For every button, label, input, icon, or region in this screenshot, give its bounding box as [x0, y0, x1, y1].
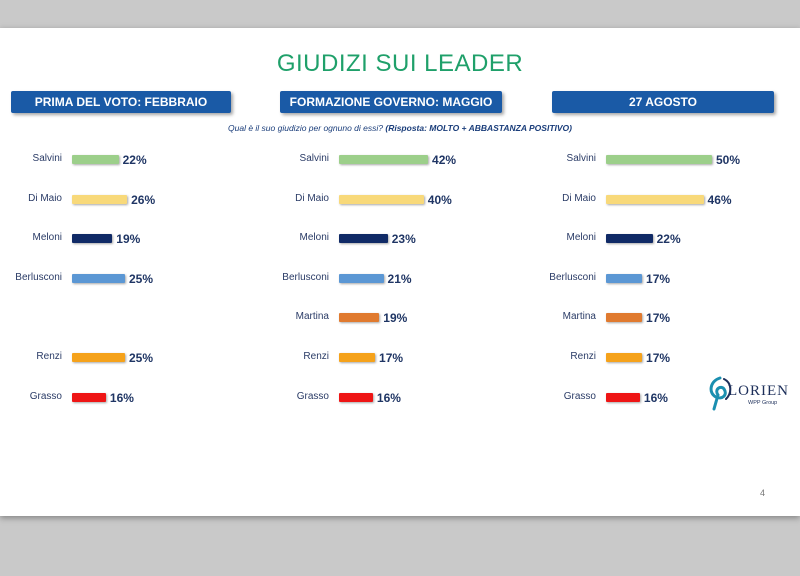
bar-di-maio [339, 194, 424, 204]
bar-salvini [606, 155, 712, 164]
bar-value-salvini: 42% [432, 153, 457, 167]
bar-label-renzi: Renzi [36, 351, 62, 362]
bar-value-grasso: 16% [109, 390, 134, 405]
bar-label-renzi: Renzi [303, 351, 329, 362]
bar-label-renzi: Renzi [570, 351, 596, 362]
bar-label-di-maio: Di Maio [562, 192, 596, 204]
bar-value-renzi: 17% [646, 351, 671, 365]
logo-subtitle: WPP Group [748, 400, 778, 406]
survey-question: Qual è il suo giudizio per ognuno di ess… [0, 123, 800, 133]
bar-salvini [339, 155, 429, 164]
bar-value-berlusconi: 21% [387, 271, 412, 286]
bar-label-meloni: Meloni [299, 232, 329, 244]
bar-value-di-maio: 40% [427, 192, 452, 207]
bar-label-berlusconi: Berlusconi [15, 271, 62, 283]
bar-value-di-maio: 26% [131, 192, 156, 207]
bar-label-meloni: Meloni [32, 232, 62, 244]
bar-label-salvini: Salvini [566, 153, 596, 164]
bar-label-meloni: Meloni [566, 232, 596, 244]
bar-label-grasso: Grasso [29, 390, 62, 402]
bar-value-di-maio: 46% [707, 192, 732, 207]
bar-value-grasso: 16% [376, 390, 401, 405]
bar-label-grasso: Grasso [563, 390, 596, 402]
bar-di-maio [72, 194, 128, 204]
bar-meloni [339, 234, 388, 244]
bar-value-renzi: 17% [379, 351, 404, 365]
bar-di-maio [606, 194, 704, 204]
panel-header-febbraio: PRIMA DEL VOTO: FEBBRAIO [11, 91, 231, 113]
bar-value-martina: 19% [383, 311, 408, 326]
bar-renzi [339, 353, 376, 362]
bar-value-martina: 17% [646, 311, 671, 326]
bar-label-grasso: Grasso [296, 390, 329, 402]
bar-value-renzi: 25% [129, 351, 154, 365]
bar-label-di-maio: Di Maio [295, 192, 329, 204]
bar-berlusconi [72, 273, 125, 283]
bar-value-berlusconi: 25% [129, 271, 154, 286]
bar-label-berlusconi: Berlusconi [549, 271, 596, 283]
slide: GIUDIZI SUI LEADER PRIMA DEL VOTO: FEBBR… [0, 28, 800, 516]
bar-value-salvini: 50% [716, 153, 741, 167]
page-number: 4 [760, 488, 766, 498]
bar-label-salvini: Salvini [299, 153, 329, 164]
bar-label-salvini: Salvini [32, 153, 62, 164]
bar-value-meloni: 19% [116, 232, 141, 247]
bar-value-berlusconi: 17% [646, 271, 671, 286]
bar-berlusconi [606, 273, 643, 283]
survey-question-text: Qual è il suo giudizio per ognuno di ess… [228, 123, 383, 133]
bar-renzi [606, 353, 643, 362]
logo-name: LORIEN [728, 383, 789, 399]
panel-header-agosto: 27 AGOSTO [552, 91, 774, 113]
bar-value-meloni: 23% [391, 232, 416, 247]
bar-label-martina: Martina [295, 311, 329, 323]
bar-label-berlusconi: Berlusconi [282, 271, 329, 283]
lorien-logo: LORIEN WPP Group [706, 373, 796, 413]
bar-meloni [72, 234, 113, 244]
bar-berlusconi [339, 273, 384, 283]
bar-grasso [339, 392, 373, 402]
bar-martina [339, 313, 380, 323]
logo-swirl-icon [709, 376, 732, 411]
bar-value-meloni: 22% [656, 232, 681, 247]
bar-meloni [606, 234, 653, 244]
bar-value-salvini: 22% [122, 153, 147, 167]
survey-question-emphasis: (Risposta: MOLTO + ABBASTANZA POSITIVO) [385, 123, 572, 133]
bar-grasso [72, 392, 106, 402]
bar-label-martina: Martina [562, 311, 596, 323]
slide-title: GIUDIZI SUI LEADER [276, 50, 524, 77]
bar-salvini [72, 155, 119, 164]
panel-header-maggio: FORMAZIONE GOVERNO: MAGGIO [280, 91, 502, 113]
bar-value-grasso: 16% [643, 390, 668, 405]
bar-renzi [72, 353, 125, 362]
bar-grasso [606, 392, 640, 402]
bar-label-di-maio: Di Maio [28, 192, 62, 204]
bar-martina [606, 313, 643, 323]
